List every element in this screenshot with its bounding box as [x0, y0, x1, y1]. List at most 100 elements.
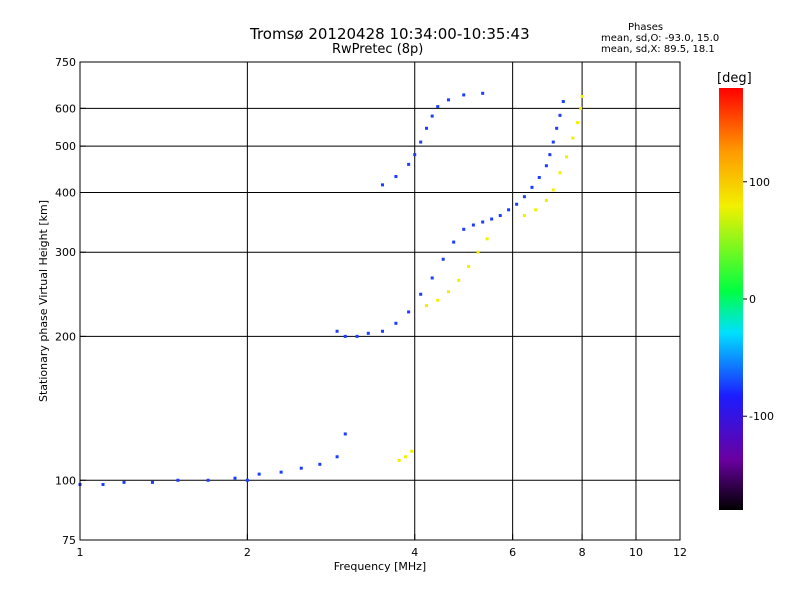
o-mode-point [544, 164, 548, 168]
o-mode-point [430, 276, 434, 280]
o-mode-point [150, 480, 154, 484]
o-mode-point [394, 175, 398, 179]
x-tick-label: 2 [244, 546, 251, 559]
x-tick-label: 10 [629, 546, 643, 559]
chart-title-line1: Tromsø 20120428 10:34:00-10:35:43 [250, 25, 530, 43]
o-mode-point [515, 202, 519, 206]
o-mode-point [490, 217, 494, 221]
o-mode-point [407, 162, 411, 166]
o-mode-point [462, 93, 466, 97]
o-mode-point [530, 185, 534, 189]
o-mode-point [558, 113, 562, 117]
o-mode-point [452, 240, 456, 244]
phases-o-stats: mean, sd,O: -93.0, 15.0 [601, 33, 720, 44]
x-mode-point [580, 95, 584, 99]
x-mode-point [446, 290, 450, 294]
o-mode-point [233, 476, 237, 480]
chart-title-line2: RwPretec (8p) [332, 42, 424, 57]
o-mode-point [430, 114, 434, 118]
x-mode-point [467, 265, 471, 269]
y-tick-label: 750 [55, 56, 76, 69]
o-mode-point [335, 329, 339, 333]
o-mode-point [318, 462, 322, 466]
o-mode-point [561, 100, 565, 104]
colorbar-tick-label: -100 [749, 410, 774, 423]
o-mode-point [343, 334, 347, 338]
x-mode-point [485, 237, 489, 241]
o-mode-point [425, 126, 429, 130]
x-tick-label: 4 [411, 546, 418, 559]
x-mode-point [425, 304, 429, 308]
colorbar-label: [deg] [717, 71, 752, 86]
o-mode-point [366, 331, 370, 335]
x-mode-point [558, 171, 562, 175]
x-mode-point [576, 121, 580, 125]
o-mode-point [380, 329, 384, 333]
x-mode-point [565, 155, 569, 159]
x-mode-point [476, 250, 480, 254]
o-mode-point [380, 183, 384, 187]
phases-title: Phases [628, 22, 664, 33]
colorbar-tick-label: 100 [749, 176, 770, 189]
plot-frame [79, 61, 681, 541]
o-mode-point [355, 334, 359, 338]
y-axis-label: Stationary phase Virtual Height [km] [37, 200, 50, 402]
x-mode-point [571, 136, 575, 140]
x-tick-label: 8 [579, 546, 586, 559]
o-mode-point [436, 105, 440, 109]
x-mode-point [436, 298, 440, 302]
o-mode-point [101, 482, 105, 486]
o-mode-point [555, 126, 559, 130]
o-mode-point [548, 153, 552, 157]
o-mode-point [394, 321, 398, 325]
o-mode-point [335, 455, 339, 459]
y-tick-label: 75 [62, 534, 76, 547]
o-mode-point [257, 472, 261, 476]
o-mode-point [407, 310, 411, 314]
o-mode-point [471, 223, 475, 227]
x-mode-point [457, 278, 461, 282]
o-mode-point [507, 208, 511, 212]
colorbar [719, 88, 743, 510]
o-mode-point [279, 470, 283, 474]
x-mode-point [551, 188, 555, 192]
x-tick-label: 1 [77, 546, 84, 559]
o-mode-point [299, 466, 303, 470]
x-mode-point [410, 449, 414, 453]
o-mode-point [522, 195, 526, 199]
o-mode-point [481, 220, 485, 224]
x-axis-label: Frequency [MHz] [334, 560, 426, 573]
x-tick-label: 6 [509, 546, 516, 559]
x-tick-label: 12 [673, 546, 687, 559]
y-tick-label: 100 [55, 474, 76, 487]
o-mode-point [419, 140, 423, 144]
o-mode-point [462, 227, 466, 231]
x-mode-point [404, 455, 408, 459]
o-mode-point [498, 214, 502, 218]
y-tick-label: 200 [55, 330, 76, 343]
colorbar-tick-label: 0 [749, 293, 756, 306]
x-mode-point [397, 458, 401, 462]
x-mode-point [522, 214, 526, 218]
y-tick-label: 400 [55, 186, 76, 199]
x-mode-point [579, 106, 583, 110]
x-mode-point [534, 208, 538, 212]
o-mode-point [551, 140, 555, 144]
y-tick-label: 600 [55, 102, 76, 115]
o-mode-point [122, 480, 126, 484]
y-tick-label: 300 [55, 246, 76, 259]
o-mode-point [245, 478, 249, 482]
o-mode-point [446, 98, 450, 102]
o-mode-point [419, 292, 423, 296]
o-mode-point [441, 257, 445, 261]
o-mode-point [537, 175, 541, 179]
o-mode-point [176, 478, 180, 482]
x-mode-point [544, 198, 548, 202]
o-mode-point [481, 91, 485, 95]
phases-x-stats: mean, sd,X: 89.5, 18.1 [601, 44, 715, 55]
y-tick-label: 500 [55, 140, 76, 153]
o-mode-point [413, 153, 417, 157]
o-mode-point [343, 432, 347, 436]
o-mode-point [206, 478, 210, 482]
